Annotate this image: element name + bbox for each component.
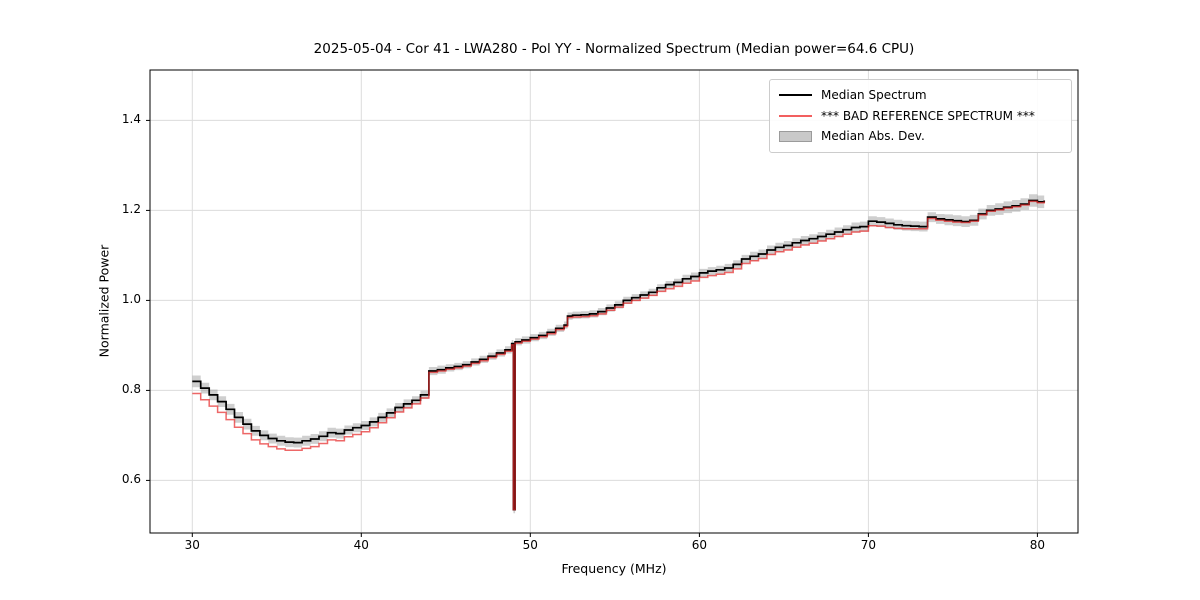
x-tick-label: 70 xyxy=(860,538,877,552)
chart-title: 2025-05-04 - Cor 41 - LWA280 - Pol YY - … xyxy=(313,41,915,57)
y-tick-label: 1.2 xyxy=(121,202,141,217)
y-tick-label: 1.4 xyxy=(121,112,141,127)
mad-band-area xyxy=(192,193,1045,514)
bad-reference-line-swatch-icon xyxy=(779,114,812,117)
legend-item-label: Median Abs. Dev. xyxy=(821,129,925,144)
plot-area-border xyxy=(149,69,1079,534)
y-tick-label: 0.8 xyxy=(121,382,141,397)
legend-item-median: Median Spectrum xyxy=(779,85,1062,106)
legend-item-mad: Median Abs. Dev. xyxy=(779,126,1062,147)
x-tick-label: 30 xyxy=(184,538,200,552)
legend-item-bad-reference: *** BAD REFERENCE SPECTRUM *** xyxy=(779,106,1062,127)
y-tick-label: 0.6 xyxy=(121,472,141,487)
legend-item-label: *** BAD REFERENCE SPECTRUM *** xyxy=(821,108,1035,123)
mad-patch-swatch-icon xyxy=(779,130,812,142)
x-tick-label: 50 xyxy=(522,538,538,552)
median-spectrum-line xyxy=(192,199,1046,511)
legend-item-label: Median Spectrum xyxy=(821,88,927,103)
x-tick-label: 60 xyxy=(691,538,708,552)
tick-marks xyxy=(146,119,1038,537)
x-axis-label: Frequency (MHz) xyxy=(561,561,667,576)
x-tick-label: 40 xyxy=(353,538,369,552)
y-tick-label: 1.0 xyxy=(121,292,141,307)
median-line-swatch-icon xyxy=(779,94,812,97)
x-tick-label: 80 xyxy=(1029,538,1046,552)
bad-reference-line xyxy=(192,200,1045,511)
legend: Median Spectrum *** BAD REFERENCE SPECTR… xyxy=(769,79,1072,153)
